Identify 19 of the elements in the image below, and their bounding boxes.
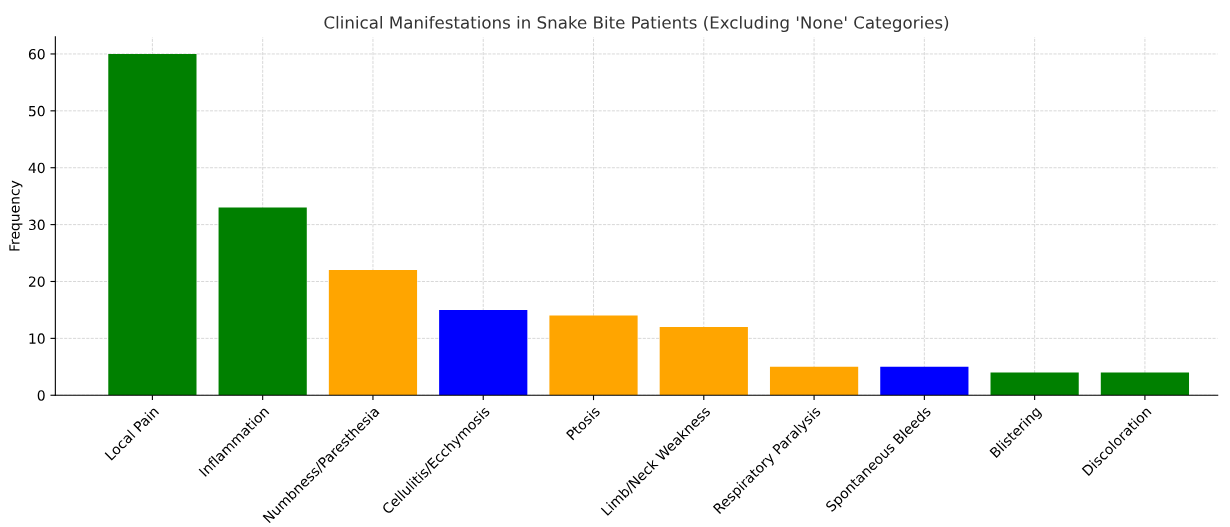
y-tick-label: 60 — [28, 48, 45, 60]
bar — [218, 207, 307, 396]
bar — [880, 366, 969, 396]
bar — [328, 270, 418, 396]
bar — [549, 315, 638, 396]
bar — [990, 372, 1079, 396]
bar — [439, 309, 528, 396]
bar — [659, 326, 748, 396]
y-tick-label: 30 — [29, 219, 45, 231]
y-tick-label: 10 — [29, 333, 45, 344]
bar — [108, 53, 197, 396]
y-axis-title: Frequency — [9, 180, 23, 251]
y-tick-label: 50 — [29, 105, 45, 117]
y-tick-label: 0 — [37, 390, 45, 401]
y-tick-label: 40 — [28, 162, 45, 174]
bar — [1100, 372, 1190, 396]
bar — [769, 366, 859, 396]
chart-title: Clinical Manifestations in Snake Bite Patients (Excluding 'None' Categories) — [324, 15, 949, 33]
y-tick-label: 20 — [28, 276, 45, 287]
